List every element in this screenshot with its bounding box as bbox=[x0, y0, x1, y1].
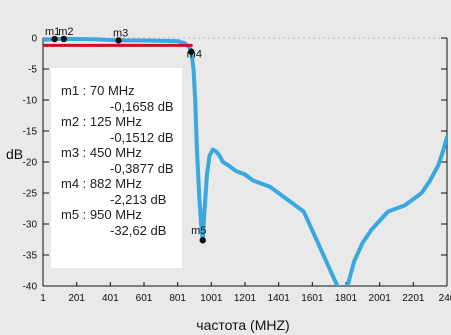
y-axis-title: dB bbox=[6, 146, 23, 162]
x-tick-label: 1 bbox=[40, 293, 46, 304]
y-tick-label: 0 bbox=[31, 34, 37, 45]
y-tick-label: -30 bbox=[23, 220, 38, 231]
marker-readout-m1: m1 : 70 MHz bbox=[61, 83, 135, 98]
x-tick-label: 2201 bbox=[402, 293, 425, 304]
marker-label-m1: m1 bbox=[45, 26, 60, 38]
y-tick-label: -35 bbox=[23, 251, 38, 262]
marker-label-m4: m4 bbox=[187, 49, 202, 61]
y-tick-label: -25 bbox=[23, 189, 38, 200]
x-tick-label: 601 bbox=[136, 293, 153, 304]
y-tick-label: -10 bbox=[23, 96, 38, 107]
marker-readout-m3: m3 : 450 MHz bbox=[61, 145, 142, 160]
marker-readout-m1-value: -0,1658 dB bbox=[110, 98, 174, 114]
marker-point-m5 bbox=[199, 237, 206, 244]
marker-readout-m5: m5 : 950 MHz bbox=[61, 207, 142, 222]
x-tick-label: 1801 bbox=[335, 293, 358, 304]
marker-readout-m2: m2 : 125 MHz bbox=[61, 114, 142, 129]
marker-point-m2 bbox=[60, 35, 68, 43]
y-tick-label: -5 bbox=[28, 65, 37, 76]
y-tick-label: -40 bbox=[23, 282, 38, 293]
marker-readout-m3-value: -0,3877 dB bbox=[110, 160, 174, 176]
marker-readout-box: m1 : 70 MHz -0,1658 dB m2 : 125 MHz -0,1512… bbox=[51, 68, 182, 268]
marker-readout-m2-value: -0,1512 dB bbox=[110, 129, 174, 145]
marker-readout-m4: m4 : 882 MHz bbox=[61, 176, 142, 191]
y-tick-label: -15 bbox=[23, 127, 38, 138]
x-tick-label: 1401 bbox=[268, 293, 291, 304]
x-tick-label: 240 bbox=[439, 293, 451, 304]
x-tick-label: 1601 bbox=[301, 293, 324, 304]
x-tick-label: 801 bbox=[169, 293, 186, 304]
marker-point-m1 bbox=[51, 35, 58, 43]
marker-label-m5: m5 bbox=[191, 225, 206, 237]
marker-label-m2: m2 bbox=[58, 26, 73, 38]
x-tick-label: 1201 bbox=[234, 293, 257, 304]
marker-point-m3 bbox=[115, 37, 122, 44]
marker-readout-m5-value: -32,62 dB bbox=[110, 222, 167, 238]
x-tick-label: 1001 bbox=[200, 293, 223, 304]
marker-point-m4 bbox=[188, 48, 195, 55]
x-tick-label: 401 bbox=[102, 293, 119, 304]
y-tick-label: -20 bbox=[23, 158, 38, 169]
marker-label-m3: m3 bbox=[113, 27, 128, 39]
x-tick-label: 2001 bbox=[369, 293, 392, 304]
x-axis-title: частота (MHZ) bbox=[196, 317, 289, 333]
marker-readout-m4-value: -2,213 dB bbox=[110, 191, 167, 207]
x-tick-label: 201 bbox=[68, 293, 85, 304]
